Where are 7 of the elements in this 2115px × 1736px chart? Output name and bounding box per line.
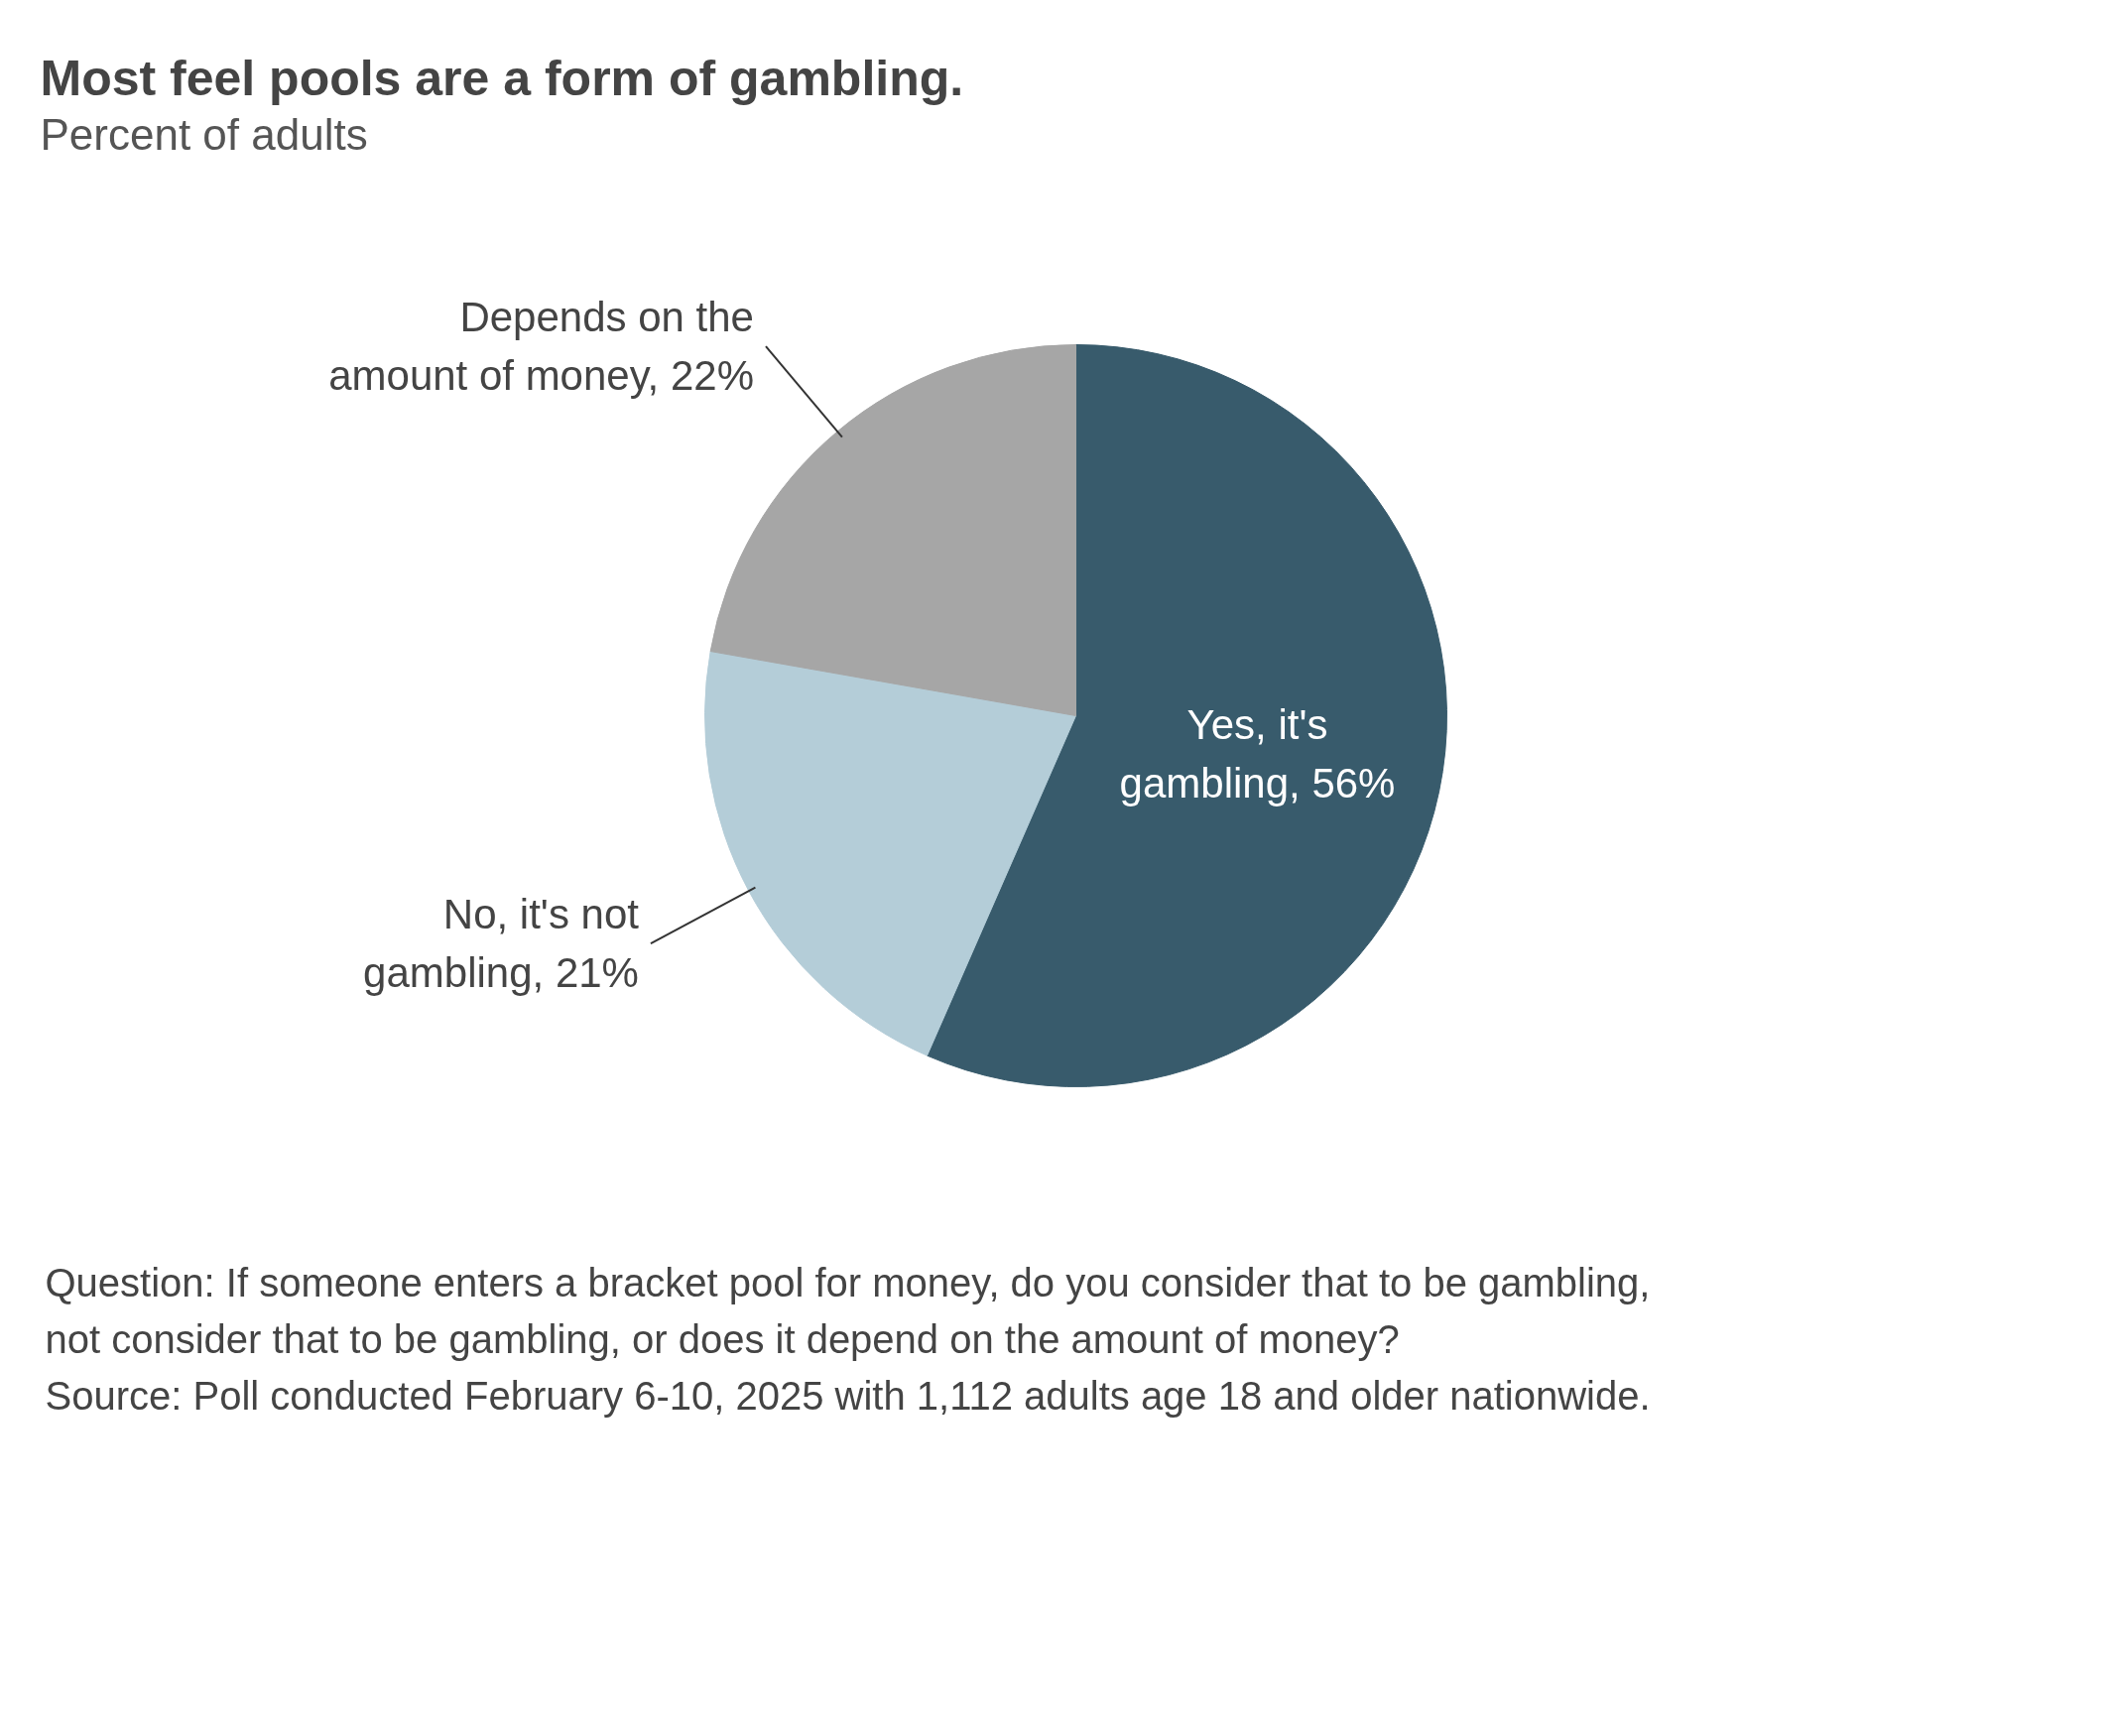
- chart-subtitle: Percent of adults: [40, 109, 368, 159]
- source-note: Source: Poll conducted February 6-10, 2025 with 1,112 adults age 18 and older nationwide.: [45, 1373, 1651, 1418]
- slice-label: Depends on the amount of money, 22%: [328, 294, 754, 399]
- slice-label: Yes, it's gambling, 56%: [1119, 700, 1396, 806]
- slice-label: No, it's not gambling, 21%: [363, 891, 640, 996]
- text: Question: If someone enters a bracket pool for money, do you consider that to be gambling, not consider that to be gambling, or does it depend on the amount of money?: [45, 1260, 1651, 1361]
- chart-title: Most feel pools are a form of gambling.: [40, 50, 964, 106]
